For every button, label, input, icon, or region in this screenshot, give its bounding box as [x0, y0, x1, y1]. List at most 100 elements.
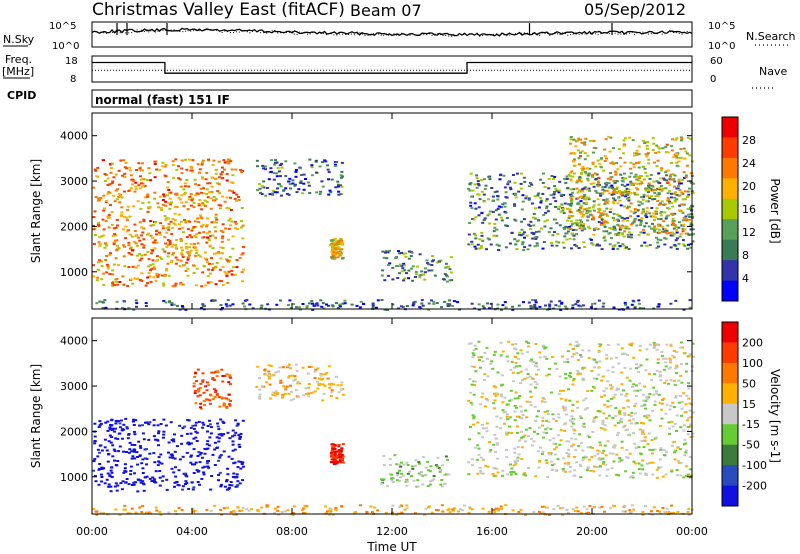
data-cell: [334, 163, 338, 166]
data-cell: [637, 153, 641, 156]
data-cell: [214, 265, 218, 268]
data-cell: [110, 436, 114, 438]
data-cell: [611, 161, 615, 164]
data-cell: [677, 242, 681, 245]
data-cell: [97, 426, 101, 428]
data-cell: [102, 283, 106, 286]
data-cell: [321, 161, 325, 163]
data-cell: [194, 236, 198, 239]
data-cell: [680, 381, 684, 384]
data-cell: [579, 138, 583, 141]
data-cell: [428, 483, 432, 486]
data-cell: [95, 510, 99, 513]
data-cell: [313, 370, 317, 373]
data-cell: [179, 259, 183, 262]
data-cell: [599, 194, 603, 197]
data-cell: [654, 151, 658, 154]
data-cell: [679, 341, 683, 344]
data-cell: [493, 511, 497, 514]
data-cell: [477, 340, 481, 343]
data-cell: [582, 195, 586, 198]
data-cell: [539, 201, 543, 204]
data-cell: [200, 208, 204, 211]
data-cell: [315, 381, 319, 383]
data-cell: [609, 136, 613, 139]
data-cell: [644, 505, 647, 507]
data-cell: [232, 266, 236, 269]
data-cell: [682, 352, 686, 355]
data-cell: [629, 180, 633, 183]
data-cell: [272, 178, 276, 181]
data-cell: [632, 221, 636, 224]
data-cell: [638, 177, 641, 179]
data-cell: [210, 257, 214, 259]
data-cell: [318, 193, 322, 195]
data-cell: [179, 220, 183, 223]
data-cell: [288, 374, 292, 377]
data-cell: [581, 425, 585, 428]
data-cell: [564, 398, 568, 401]
data-cell: [151, 263, 155, 266]
data-cell: [388, 457, 392, 460]
data-cell: [188, 246, 192, 249]
data-cell: [102, 228, 106, 231]
data-cell: [607, 135, 611, 138]
data-cell: [161, 225, 165, 228]
data-cell: [134, 242, 138, 245]
data-cell: [158, 168, 162, 171]
data-cell: [173, 433, 176, 436]
data-cell: [583, 141, 587, 144]
data-cell: [611, 371, 615, 374]
data-cell: [256, 509, 260, 512]
data-cell: [677, 178, 681, 181]
data-cell: [562, 194, 566, 196]
data-cell: [595, 173, 599, 176]
data-cell: [106, 192, 110, 195]
data-cell: [337, 193, 341, 196]
data-cell: [601, 419, 605, 422]
data-cell: [147, 511, 151, 514]
data-cell: [497, 213, 501, 216]
data-cell: [196, 455, 200, 457]
data-cell: [532, 216, 535, 219]
data-cell: [382, 256, 386, 259]
data-cell: [552, 231, 556, 234]
colorbar-swatch: [722, 444, 738, 466]
data-cell: [147, 167, 151, 170]
data-cell: [127, 433, 131, 435]
data-cell: [298, 382, 302, 385]
data-cell: [154, 279, 158, 282]
data-cell: [605, 198, 609, 201]
data-cell: [606, 468, 610, 471]
data-cell: [616, 343, 620, 346]
data-cell: [438, 470, 442, 473]
data-cell: [618, 413, 622, 416]
data-cell: [495, 243, 499, 246]
data-cell: [481, 221, 485, 224]
data-cell: [129, 469, 133, 472]
data-cell: [530, 202, 534, 205]
data-cell: [551, 413, 555, 416]
data-cell: [276, 509, 280, 512]
data-cell: [618, 245, 622, 248]
data-cell: [338, 455, 342, 458]
data-cell: [578, 433, 582, 436]
frequency-panel-frame: [91, 55, 693, 83]
data-cell: [435, 261, 439, 264]
data-cell: [687, 218, 691, 221]
data-cell: [563, 361, 566, 363]
data-cell: [382, 464, 386, 467]
data-cell: [528, 375, 532, 378]
data-cell: [216, 182, 220, 185]
nsearch-label: N.Search: [746, 30, 796, 43]
data-cell: [500, 219, 504, 222]
data-cell: [637, 166, 641, 169]
data-cell: [556, 504, 560, 507]
data-cell: [653, 344, 656, 347]
data-cell: [519, 370, 523, 373]
data-cell: [582, 241, 586, 244]
data-cell: [570, 232, 574, 235]
data-cell: [165, 488, 169, 491]
data-cell: [649, 195, 653, 198]
data-cell: [162, 282, 166, 285]
